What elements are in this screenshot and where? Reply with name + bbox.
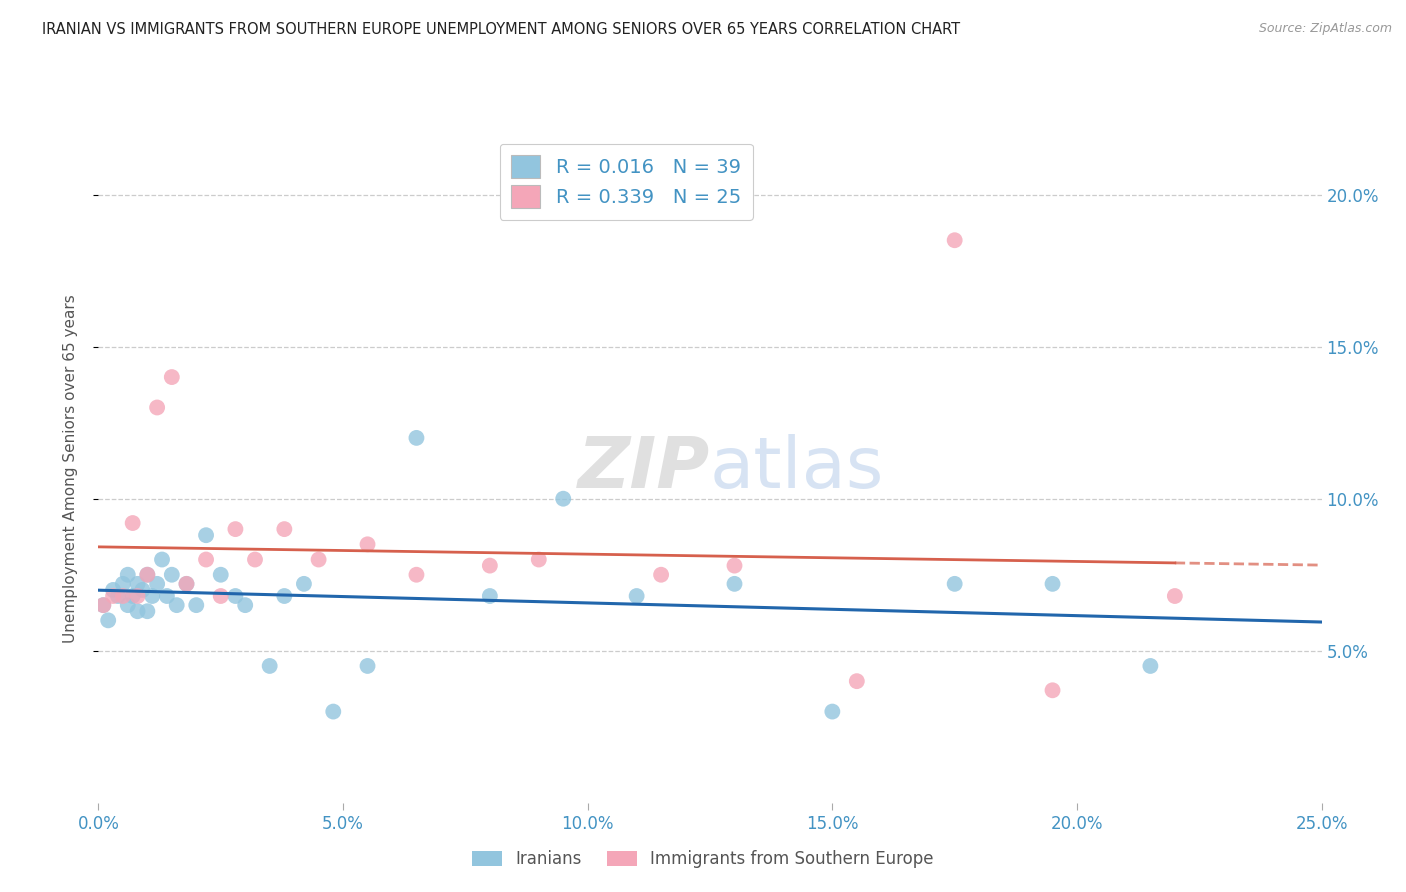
Point: [224, 589, 246, 603]
Point: [166, 598, 188, 612]
Point: [141, 589, 163, 603]
Point: [127, 589, 149, 603]
Text: Source: ZipAtlas.com: Source: ZipAtlas.com: [1258, 22, 1392, 36]
Legend: Iranians, Immigrants from Southern Europe: Iranians, Immigrants from Southern Europ…: [465, 844, 941, 875]
Point: [478, 589, 501, 603]
Point: [97, 613, 120, 627]
Point: [723, 558, 745, 573]
Point: [91, 598, 114, 612]
Point: [273, 589, 295, 603]
Point: [136, 567, 159, 582]
Point: [405, 431, 427, 445]
Point: [209, 589, 232, 603]
Y-axis label: Unemployment Among Seniors over 65 years: Unemployment Among Seniors over 65 years: [63, 294, 77, 642]
Point: [195, 552, 218, 566]
Point: [136, 567, 159, 582]
Point: [650, 567, 672, 582]
Point: [146, 577, 169, 591]
Text: IRANIAN VS IMMIGRANTS FROM SOUTHERN EUROPE UNEMPLOYMENT AMONG SENIORS OVER 65 YE: IRANIAN VS IMMIGRANTS FROM SOUTHERN EURO…: [42, 22, 960, 37]
Point: [322, 705, 344, 719]
Text: ZIP: ZIP: [578, 434, 710, 503]
Point: [273, 522, 295, 536]
Point: [117, 598, 139, 612]
Point: [821, 705, 844, 719]
Point: [626, 589, 648, 603]
Point: [405, 567, 427, 582]
Point: [1042, 683, 1064, 698]
Point: [943, 577, 966, 591]
Point: [101, 589, 124, 603]
Point: [356, 659, 378, 673]
Point: [160, 567, 183, 582]
Point: [186, 598, 208, 612]
Point: [176, 577, 198, 591]
Point: [292, 577, 315, 591]
Point: [845, 674, 868, 689]
Point: [156, 589, 179, 603]
Text: atlas: atlas: [710, 434, 884, 503]
Point: [259, 659, 281, 673]
Point: [131, 582, 153, 597]
Point: [195, 528, 218, 542]
Point: [1164, 589, 1187, 603]
Point: [308, 552, 330, 566]
Legend: R = 0.016   N = 39, R = 0.339   N = 25: R = 0.016 N = 39, R = 0.339 N = 25: [499, 144, 752, 219]
Point: [243, 552, 266, 566]
Point: [478, 558, 501, 573]
Point: [121, 516, 143, 530]
Point: [127, 604, 149, 618]
Point: [146, 401, 169, 415]
Point: [723, 577, 745, 591]
Point: [176, 577, 198, 591]
Point: [136, 604, 159, 618]
Point: [111, 589, 134, 603]
Point: [527, 552, 550, 566]
Point: [233, 598, 256, 612]
Point: [111, 577, 134, 591]
Point: [160, 370, 183, 384]
Point: [356, 537, 378, 551]
Point: [101, 582, 124, 597]
Point: [121, 589, 143, 603]
Point: [127, 577, 149, 591]
Point: [1139, 659, 1161, 673]
Point: [150, 552, 173, 566]
Point: [117, 567, 139, 582]
Point: [224, 522, 246, 536]
Point: [209, 567, 232, 582]
Point: [1042, 577, 1064, 591]
Point: [107, 589, 129, 603]
Point: [943, 233, 966, 247]
Point: [553, 491, 575, 506]
Point: [91, 598, 114, 612]
